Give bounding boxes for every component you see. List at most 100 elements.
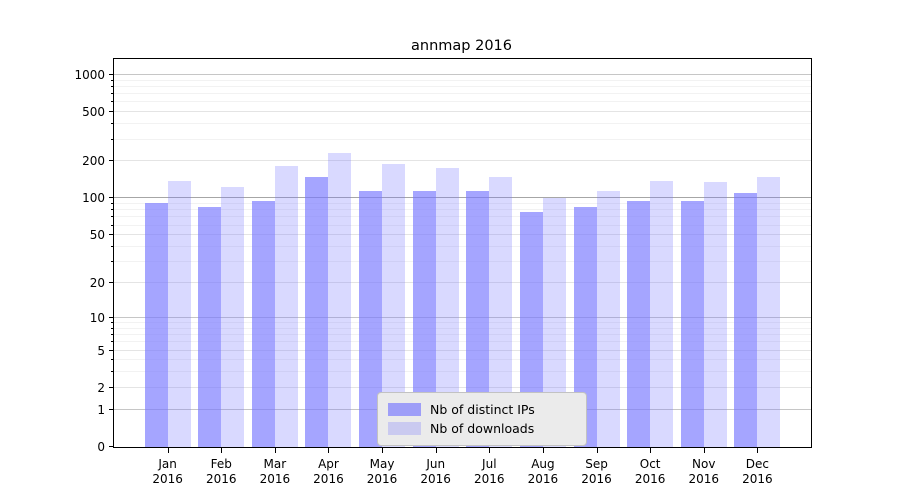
x-tick-label: Apr 2016 xyxy=(313,457,344,486)
gridline-minor xyxy=(114,359,811,361)
y-tick-label: 20 xyxy=(89,276,105,291)
bar-downloads xyxy=(703,182,727,447)
x-tick-label: May 2016 xyxy=(366,457,398,486)
y-tick-label: 2 xyxy=(97,380,105,395)
bar-distinct-ips xyxy=(251,201,275,447)
gridline-minor xyxy=(114,261,811,263)
bar-distinct-ips xyxy=(305,176,329,447)
y-tick-label: 500 xyxy=(82,105,105,120)
x-axis-tick xyxy=(650,448,652,453)
y-tick-label: 10 xyxy=(89,310,105,325)
bar-downloads xyxy=(221,186,245,447)
bar-downloads xyxy=(650,180,674,447)
y-axis-tick xyxy=(109,282,113,284)
y-axis-minor-tick xyxy=(111,85,113,87)
y-axis-minor-tick xyxy=(111,209,113,211)
y-axis-minor-tick xyxy=(111,79,113,81)
y-tick-label: 0 xyxy=(97,440,105,454)
legend: Nb of distinct IPs Nb of downloads xyxy=(377,392,587,446)
y-axis-minor-tick xyxy=(111,359,113,361)
y-axis-minor-tick xyxy=(111,341,113,343)
y-axis-tick xyxy=(109,234,113,236)
bar-downloads xyxy=(757,176,781,447)
gridline-minor xyxy=(114,327,811,329)
x-tick-label: Oct 2016 xyxy=(634,457,666,486)
x-tick-label: Jul 2016 xyxy=(474,457,505,486)
x-axis-tick xyxy=(489,448,491,453)
bar-distinct-ips xyxy=(680,200,704,447)
x-tick-label: Mar 2016 xyxy=(259,457,291,486)
bar-downloads xyxy=(542,198,566,447)
y-axis-tick xyxy=(109,73,113,75)
bar-downloads xyxy=(435,167,459,447)
y-axis-tick xyxy=(109,386,113,388)
bar-distinct-ips xyxy=(627,201,651,447)
y-axis-minor-tick xyxy=(111,138,113,140)
x-axis-tick xyxy=(221,448,223,453)
legend-swatch-downloads xyxy=(388,422,421,435)
gridline-minor xyxy=(114,224,811,226)
y-tick-label: 1 xyxy=(97,402,105,417)
gridline xyxy=(114,282,811,284)
y-axis-minor-tick xyxy=(111,224,113,226)
bar-downloads xyxy=(167,180,191,447)
bar-distinct-ips xyxy=(519,211,543,447)
y-axis-tick xyxy=(109,316,113,318)
x-tick-label: Nov 2016 xyxy=(688,457,720,486)
bar-downloads xyxy=(328,153,352,447)
gridline xyxy=(114,386,811,388)
legend-swatch-distinct-ips xyxy=(388,403,421,416)
gridline-minor xyxy=(114,371,811,373)
bar-downloads xyxy=(382,164,406,447)
gridline-minor xyxy=(114,79,811,81)
gridline-minor xyxy=(114,322,811,323)
y-axis-tick xyxy=(109,349,113,351)
y-axis-minor-tick xyxy=(111,322,113,323)
y-tick-label: 100 xyxy=(82,191,105,206)
legend-label-distinct-ips: Nb of distinct IPs xyxy=(430,402,535,417)
gridline-minor xyxy=(114,138,811,140)
y-axis-tick xyxy=(109,160,113,162)
gridline-minor xyxy=(114,93,811,95)
gridline xyxy=(114,349,811,351)
gridline-minor xyxy=(114,85,811,87)
bar-downloads xyxy=(274,166,298,447)
legend-label-downloads: Nb of downloads xyxy=(430,421,535,436)
gridline-minor xyxy=(114,123,811,125)
x-axis-tick xyxy=(382,448,384,453)
y-axis-minor-tick xyxy=(111,327,113,329)
y-axis-minor-tick xyxy=(111,123,113,125)
x-tick-label: Dec 2016 xyxy=(742,457,773,486)
x-axis-tick xyxy=(596,448,598,453)
x-axis-tick xyxy=(167,448,169,453)
y-axis-tick xyxy=(109,197,113,199)
x-axis-tick xyxy=(542,448,544,453)
y-axis-minor-tick xyxy=(111,334,113,336)
x-tick-label: Jun 2016 xyxy=(420,457,451,486)
gridline-minor xyxy=(114,246,811,248)
y-tick-label: 50 xyxy=(89,228,105,243)
x-tick-label: Jan 2016 xyxy=(152,457,183,486)
y-axis-minor-tick xyxy=(111,93,113,95)
bar-distinct-ips xyxy=(734,192,758,447)
bar-distinct-ips xyxy=(412,191,436,447)
y-axis-minor-tick xyxy=(111,101,113,103)
gridline-minor xyxy=(114,334,811,336)
bar-distinct-ips xyxy=(359,191,383,447)
y-axis-minor-tick xyxy=(111,203,113,205)
x-axis-tick xyxy=(435,448,437,453)
y-axis-minor-tick xyxy=(111,371,113,373)
plot-area: Nb of distinct IPs Nb of downloads 100 0 5… xyxy=(74,58,812,486)
bar-distinct-ips xyxy=(144,202,168,447)
gridline xyxy=(114,160,811,162)
gridline xyxy=(114,197,811,199)
gridline-minor xyxy=(114,203,811,205)
bar-downloads xyxy=(596,191,620,447)
x-tick-label: Aug 2016 xyxy=(527,457,559,486)
x-axis-tick xyxy=(703,448,705,453)
chart-title: annmap 2016 xyxy=(411,38,512,54)
gridline xyxy=(114,111,811,113)
bar-distinct-ips xyxy=(198,207,222,447)
y-axis-tick xyxy=(109,111,113,113)
